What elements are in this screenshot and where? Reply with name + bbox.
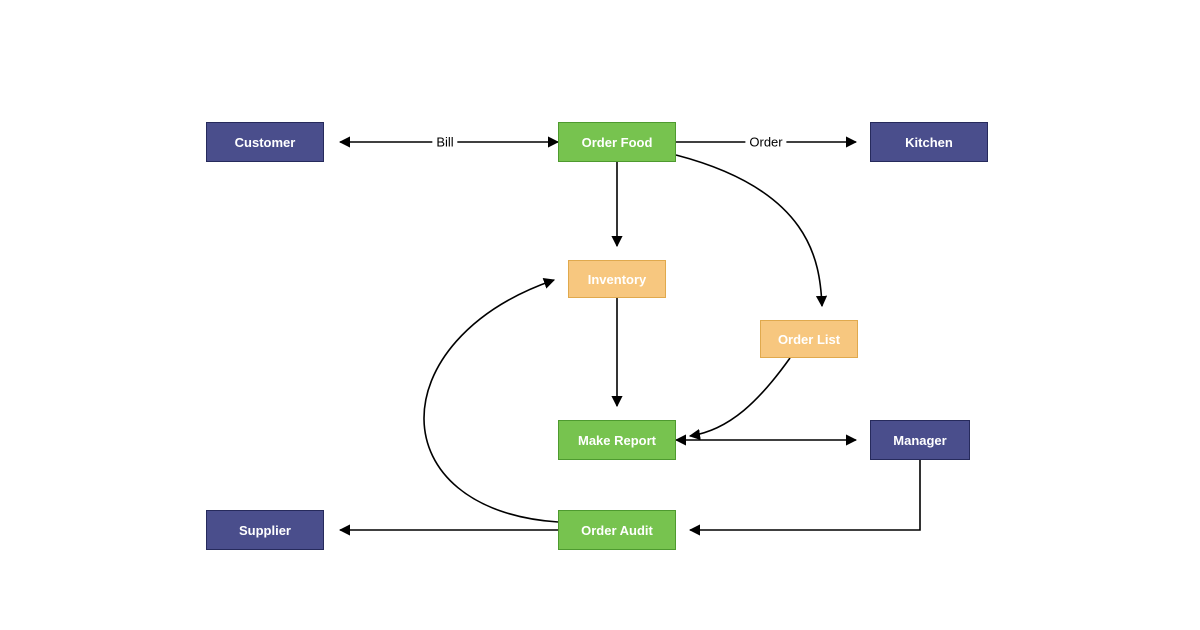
node-label: Order Audit (581, 523, 653, 538)
edge-label-e1: Bill (432, 135, 457, 150)
node-manager: Manager (870, 420, 970, 460)
node-orderaudit: Order Audit (558, 510, 676, 550)
edge-e5 (676, 155, 822, 306)
edge-e6 (690, 358, 790, 436)
node-label: Manager (893, 433, 946, 448)
node-label: Order Food (582, 135, 653, 150)
diagram-canvas: Customer Order Food Kitchen Inventory Order … (0, 0, 1200, 630)
node-orderfood: Order Food (558, 122, 676, 162)
node-kitchen: Kitchen (870, 122, 988, 162)
node-supplier: Supplier (206, 510, 324, 550)
node-label: Customer (235, 135, 296, 150)
node-label: Kitchen (905, 135, 953, 150)
node-makereport: Make Report (558, 420, 676, 460)
node-customer: Customer (206, 122, 324, 162)
node-orderlist: Order List (760, 320, 858, 358)
edge-e8 (690, 460, 920, 530)
node-label: Supplier (239, 523, 291, 538)
node-label: Inventory (588, 272, 647, 287)
edge-e10 (424, 280, 558, 522)
edge-label-e2: Order (745, 135, 786, 150)
node-label: Make Report (578, 433, 656, 448)
node-inventory: Inventory (568, 260, 666, 298)
node-label: Order List (778, 332, 840, 347)
